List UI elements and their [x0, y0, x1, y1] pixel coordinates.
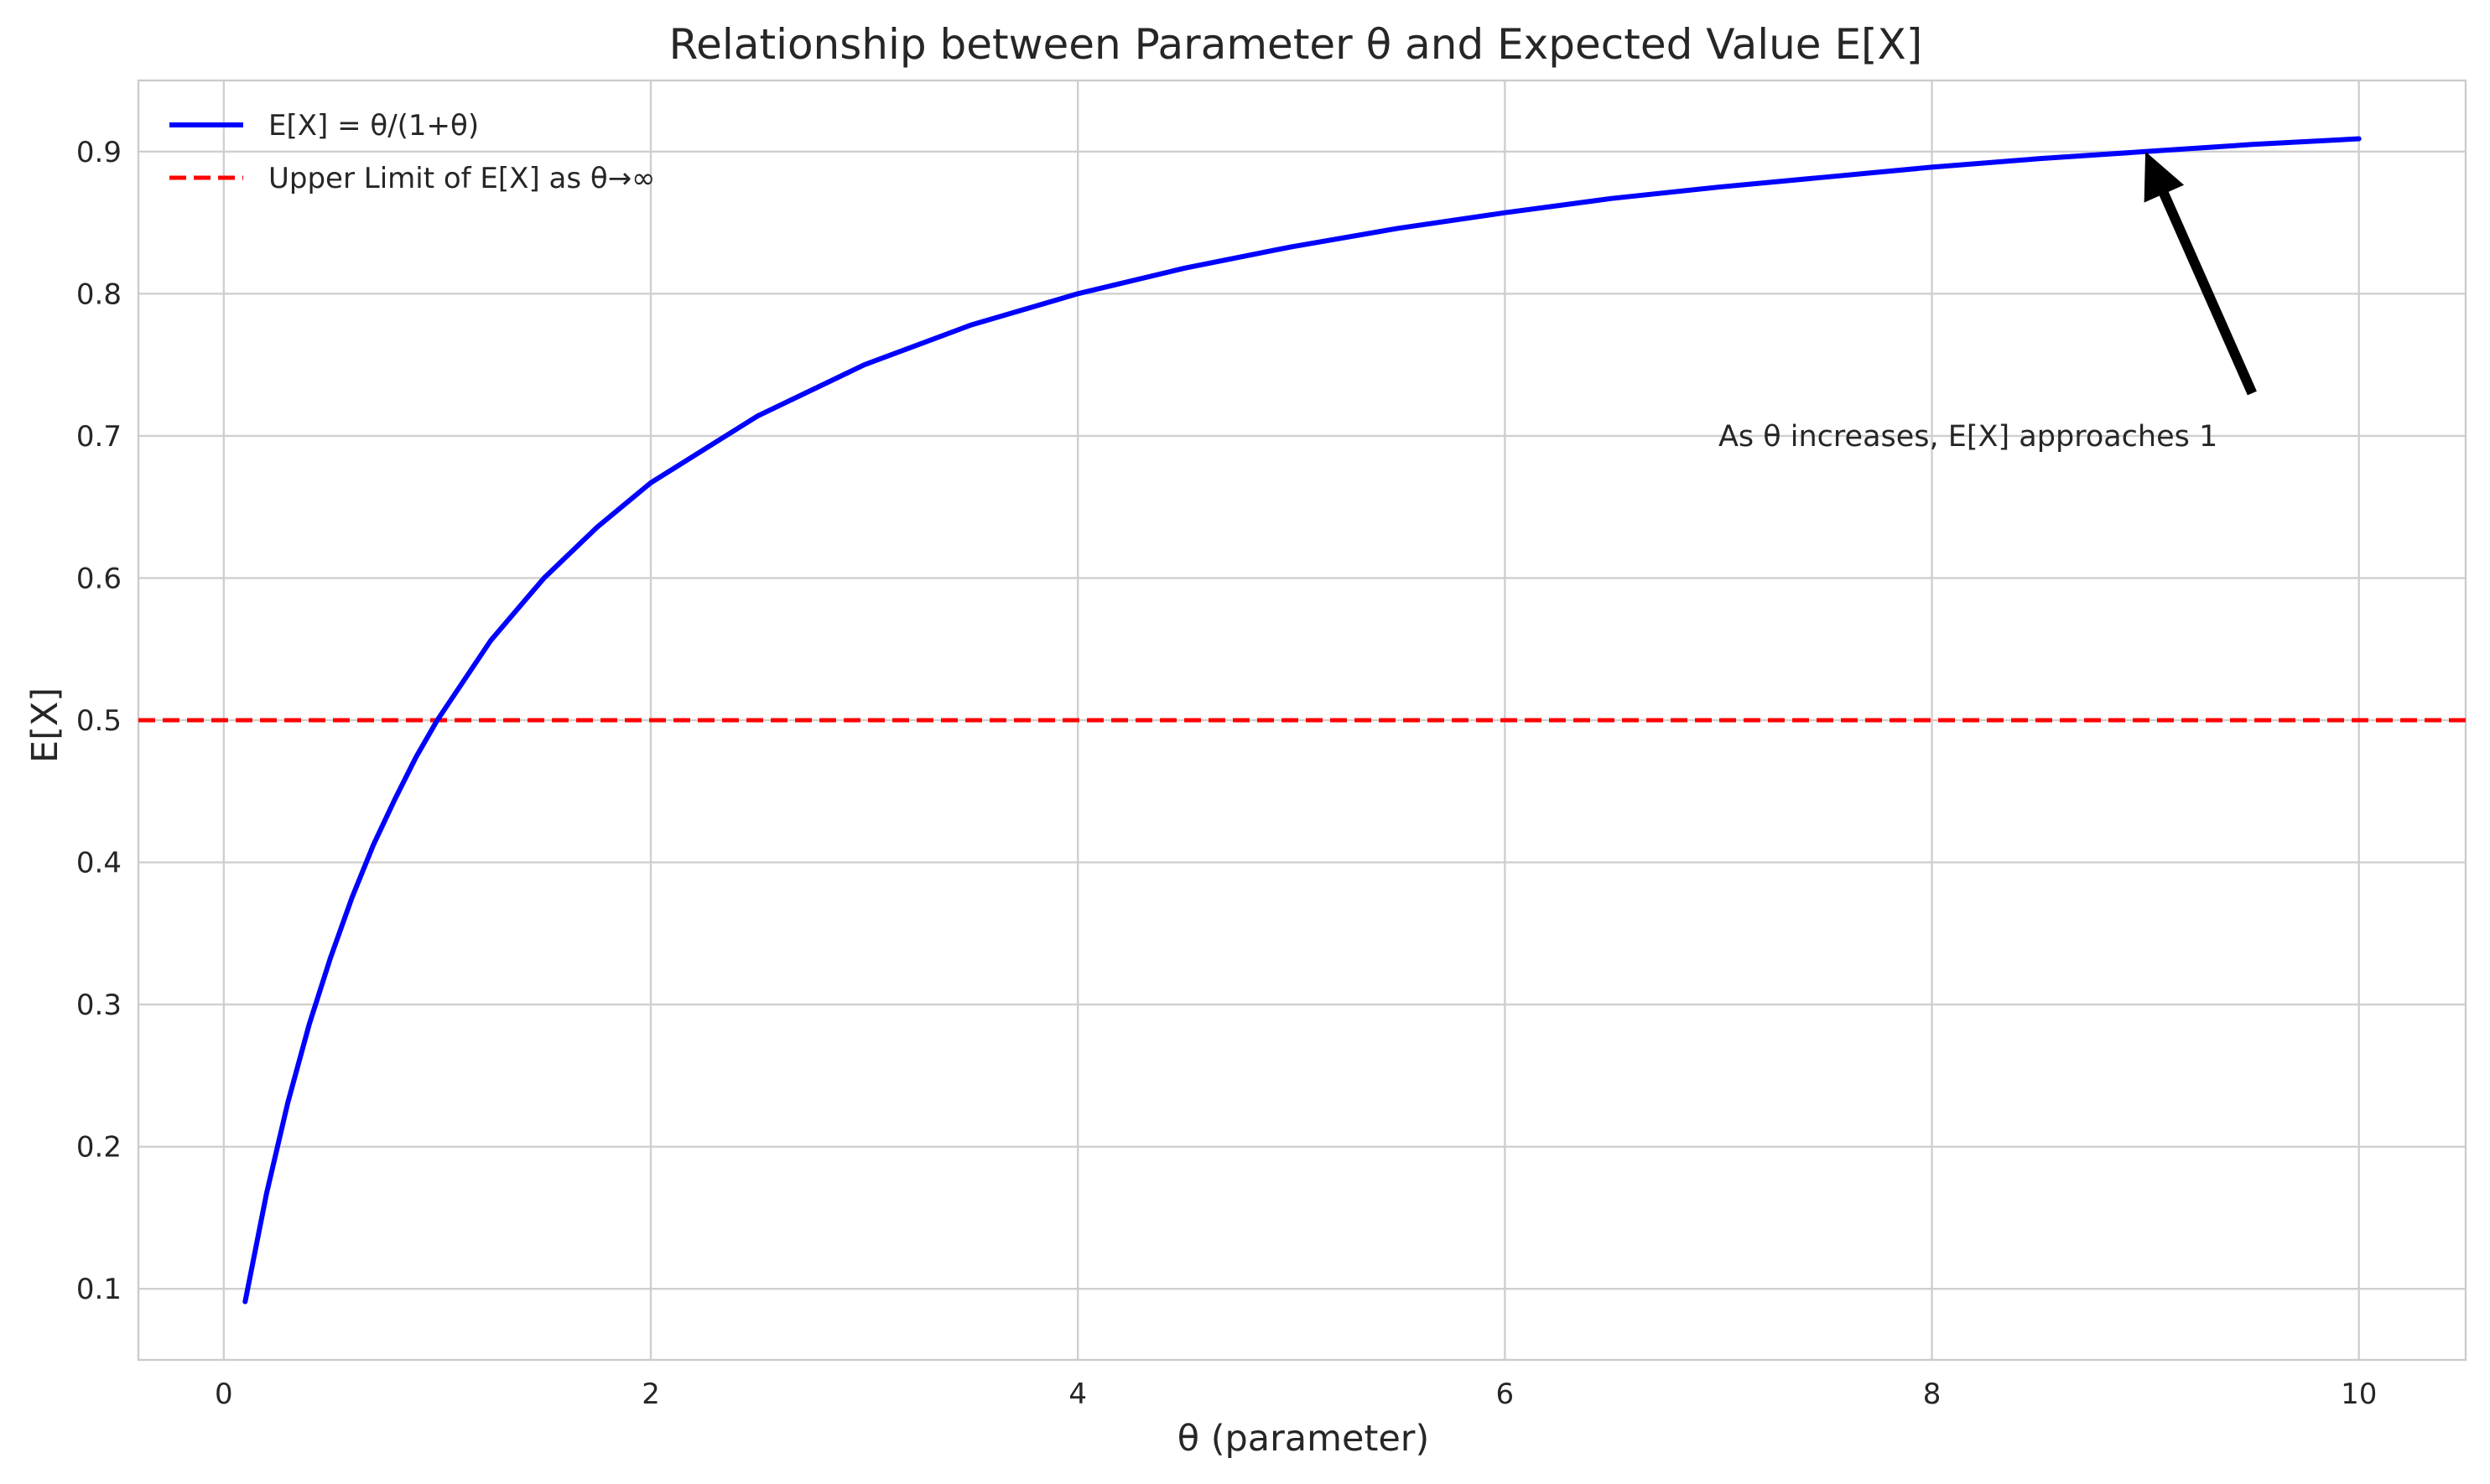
- y-tick-label: 0.3: [76, 988, 122, 1022]
- x-tick-label: 4: [1068, 1378, 1087, 1411]
- x-tick-label: 0: [215, 1378, 233, 1411]
- y-tick-label: 0.9: [76, 136, 122, 169]
- expected-value-curve: [242, 136, 2362, 1305]
- annotation: As θ increases, E[X] approaches 1: [1718, 151, 2257, 454]
- y-tick-label: 0.7: [76, 420, 122, 454]
- y-tick-label: 0.1: [76, 1273, 122, 1306]
- y-tick-label: 0.4: [76, 847, 122, 880]
- legend: E[X] = θ/(1+θ) Upper Limit of E[X] as θ→…: [169, 109, 656, 195]
- annotation-text: As θ increases, E[X] approaches 1: [1718, 420, 2217, 454]
- x-tick-label: 2: [642, 1378, 660, 1411]
- annotation-arrow: [2144, 151, 2257, 396]
- tick-labels: 0 2 4 6 8 10 0.1 0.2 0.3 0.4 0.5 0.6 0.7 0.8 0.9: [76, 136, 2377, 1411]
- y-tick-label: 0.5: [76, 704, 122, 738]
- y-tick-label: 0.6: [76, 562, 122, 595]
- x-tick-label: 10: [2341, 1378, 2377, 1411]
- y-axis-label: E[X]: [24, 688, 66, 763]
- y-tick-label: 0.8: [76, 278, 122, 311]
- chart-title: Relationship between Parameter θ and Exp…: [669, 20, 1923, 69]
- y-tick-label: 0.2: [76, 1131, 122, 1165]
- series-layer: [138, 136, 2466, 1305]
- x-axis-label: θ (parameter): [1177, 1418, 1430, 1460]
- x-tick-label: 8: [1923, 1378, 1942, 1411]
- legend-label-curve: E[X] = θ/(1+θ): [268, 109, 479, 143]
- x-tick-label: 6: [1496, 1378, 1515, 1411]
- legend-label-limit: Upper Limit of E[X] as θ→∞: [268, 162, 656, 195]
